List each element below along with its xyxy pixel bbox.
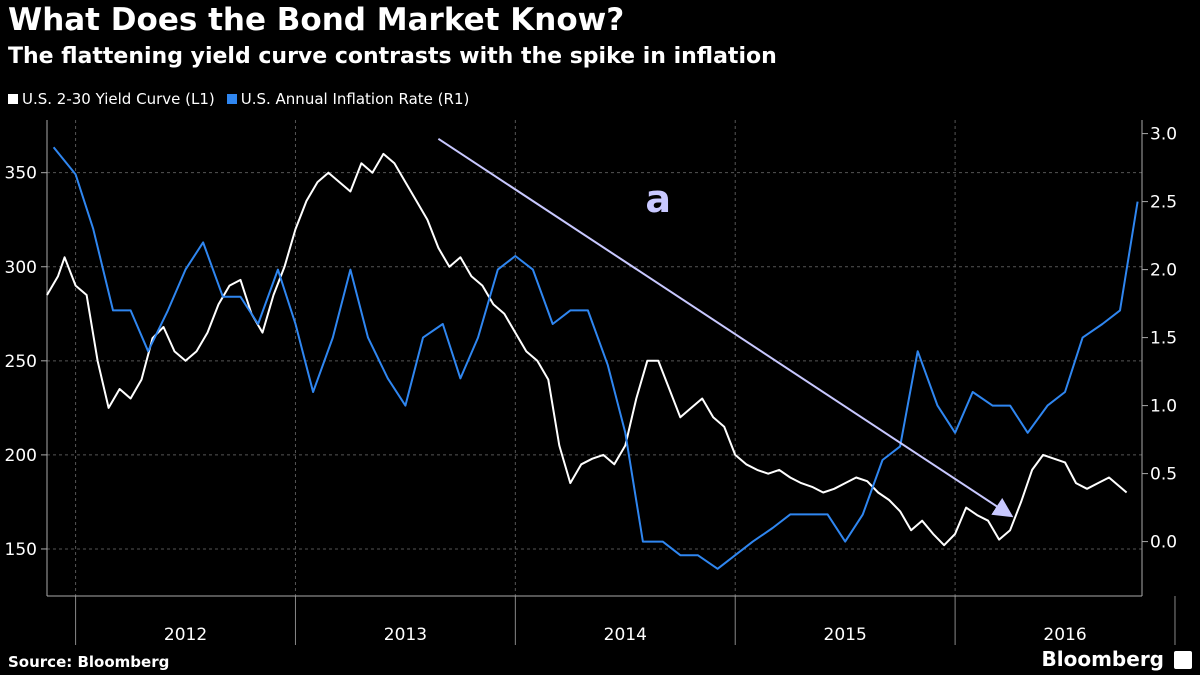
y-left-tick-label: 250 bbox=[5, 352, 37, 372]
series-line-yield-curve bbox=[46, 152, 1128, 547]
bloomberg-icon bbox=[1174, 651, 1192, 669]
x-tick-label: 2015 bbox=[824, 625, 867, 645]
chart-subtitle: The flattening yield curve contrasts wit… bbox=[8, 44, 777, 69]
x-tick-label: 2016 bbox=[1043, 625, 1086, 645]
y-left-tick-label: 150 bbox=[5, 540, 37, 560]
legend-label: U.S. 2-30 Yield Curve (L1) bbox=[22, 90, 215, 108]
x-tick-label: 2013 bbox=[384, 625, 427, 645]
legend-item-inflation: U.S. Annual Inflation Rate (R1) bbox=[226, 90, 470, 108]
chart-title: What Does the Bond Market Know? bbox=[8, 2, 625, 38]
source-note: Source: Bloomberg bbox=[8, 653, 170, 671]
y-left-tick-label: 300 bbox=[5, 258, 37, 278]
legend-item-yield-curve: U.S. 2-30 Yield Curve (L1) bbox=[8, 90, 215, 108]
y-right-tick-label: 1.5 bbox=[1150, 329, 1177, 349]
legend-swatch-blue bbox=[226, 94, 237, 104]
series-line-inflation bbox=[52, 146, 1139, 570]
legend-swatch-white bbox=[8, 94, 18, 104]
x-tick-label: 2014 bbox=[604, 625, 647, 645]
y-right-tick-label: 2.5 bbox=[1150, 193, 1177, 213]
y-right-tick-label: 0.5 bbox=[1150, 465, 1177, 485]
y-right-tick-label: 0.0 bbox=[1150, 533, 1177, 553]
legend: U.S. 2-30 Yield Curve (L1) U.S. Annual I… bbox=[8, 90, 469, 108]
y-right-tick-label: 1.0 bbox=[1150, 397, 1177, 417]
annotation-label: a bbox=[645, 177, 671, 221]
y-right-tick-label: 3.0 bbox=[1150, 125, 1177, 145]
trendline-arrow bbox=[437, 137, 1014, 518]
y-left-tick-label: 350 bbox=[5, 164, 37, 184]
y-right-tick-label: 2.0 bbox=[1150, 261, 1177, 281]
brand-logo: Bloomberg bbox=[1041, 647, 1164, 671]
y-left-tick-label: 200 bbox=[5, 446, 37, 466]
x-tick-label: 2012 bbox=[164, 625, 207, 645]
legend-label: U.S. Annual Inflation Rate (R1) bbox=[240, 90, 470, 108]
